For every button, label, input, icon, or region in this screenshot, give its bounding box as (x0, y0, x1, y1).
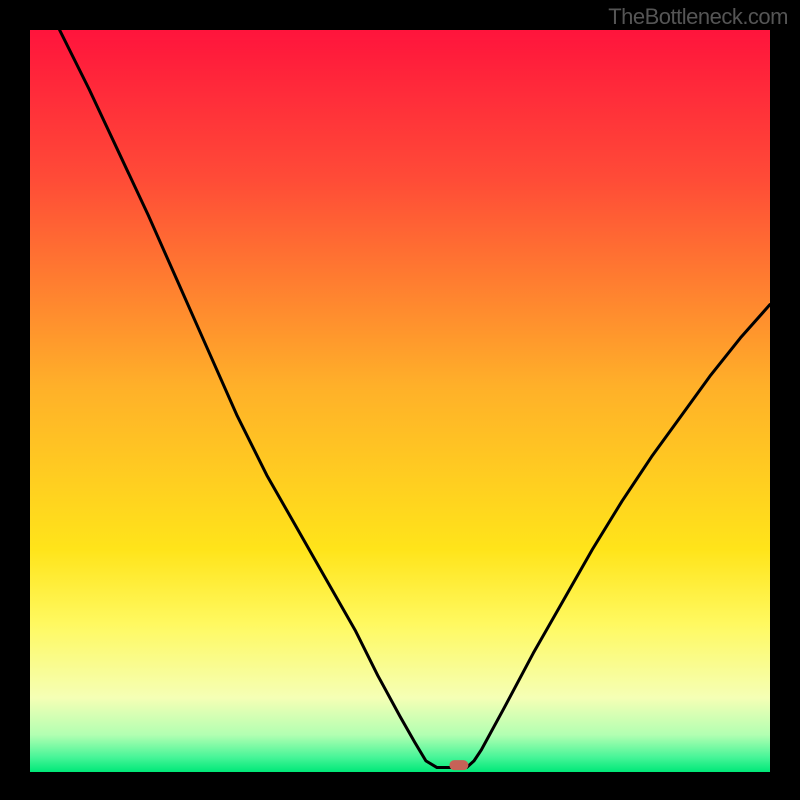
bottleneck-curve (30, 30, 770, 772)
bottleneck-chart (30, 30, 770, 772)
minimum-marker (450, 760, 469, 770)
watermark-text: TheBottleneck.com (608, 4, 788, 30)
